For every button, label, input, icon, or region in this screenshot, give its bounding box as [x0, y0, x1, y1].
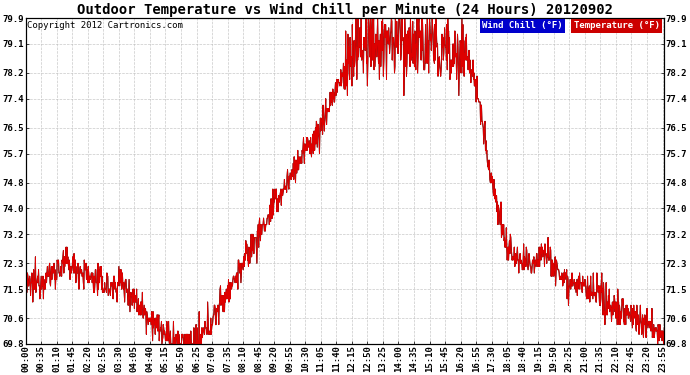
- Text: Temperature (°F): Temperature (°F): [573, 21, 660, 30]
- Text: Wind Chill (°F): Wind Chill (°F): [482, 21, 563, 30]
- Text: Copyright 2012 Cartronics.com: Copyright 2012 Cartronics.com: [27, 21, 183, 30]
- Title: Outdoor Temperature vs Wind Chill per Minute (24 Hours) 20120902: Outdoor Temperature vs Wind Chill per Mi…: [77, 3, 613, 17]
